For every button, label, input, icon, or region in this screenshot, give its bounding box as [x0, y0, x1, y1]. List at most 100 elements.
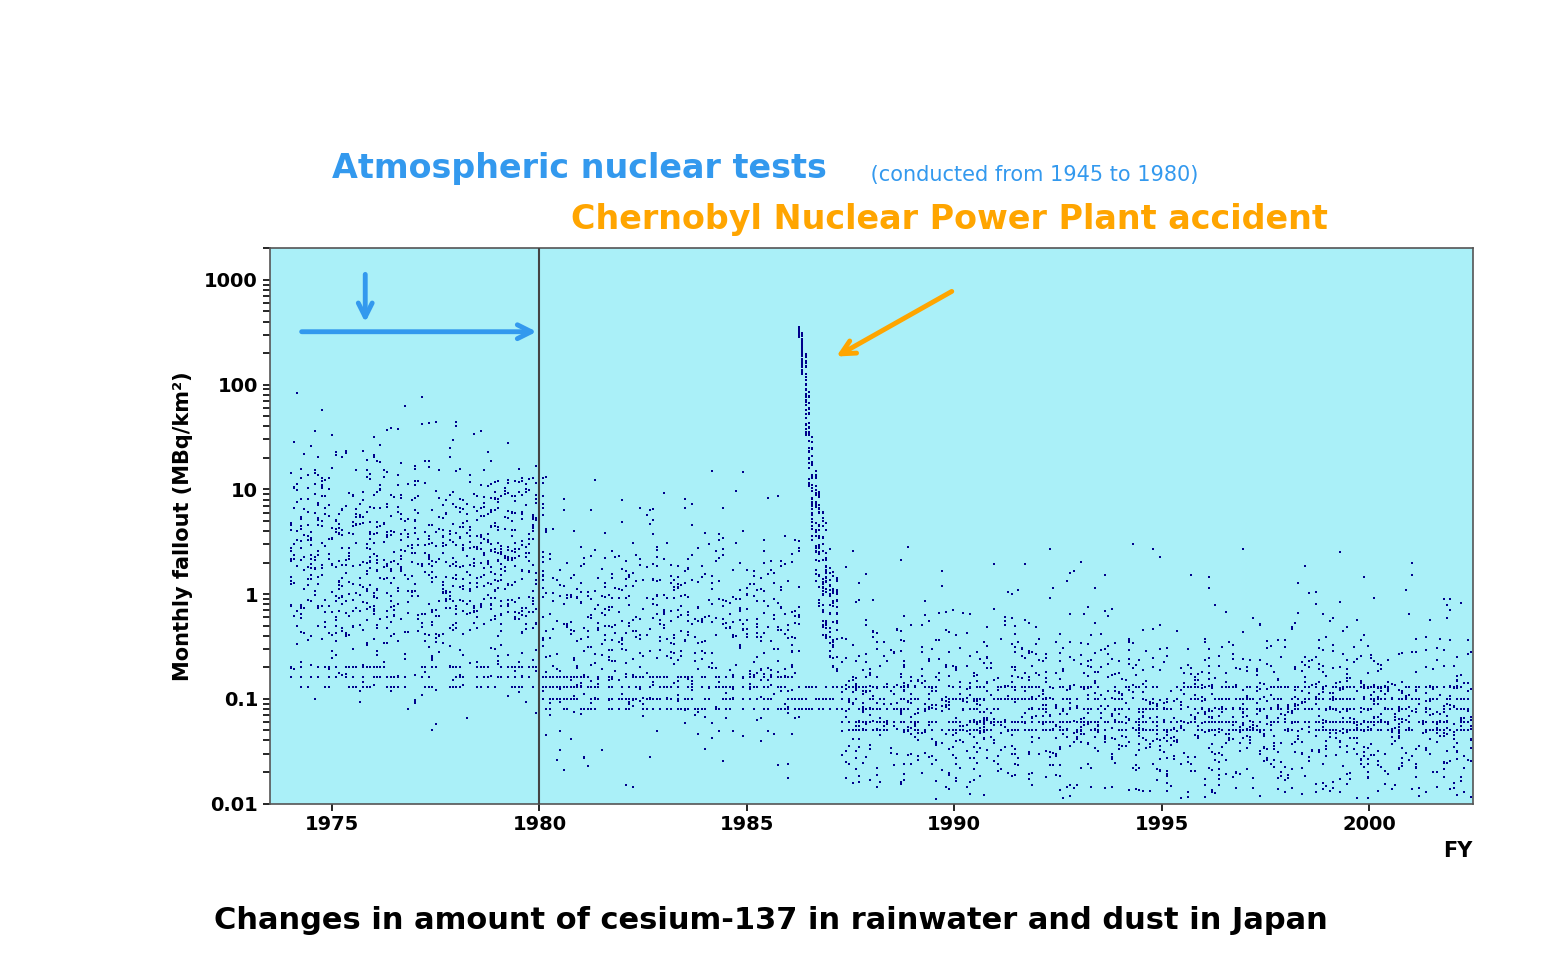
Point [1338, 770, 1363, 786]
Point [424, 626, 449, 642]
Point [625, 547, 649, 563]
Point [868, 728, 893, 743]
Point [1210, 691, 1235, 706]
Point [1342, 730, 1366, 746]
Point [524, 663, 549, 679]
Point [285, 618, 310, 634]
Point [947, 723, 971, 738]
Point [378, 554, 402, 570]
Point [419, 615, 444, 630]
Point [424, 608, 449, 623]
Point [497, 596, 521, 612]
Point [1103, 636, 1127, 652]
Point [638, 691, 663, 706]
Point [282, 434, 307, 450]
Point [589, 636, 614, 652]
Point [825, 585, 850, 601]
Point [830, 684, 854, 699]
Point [968, 714, 993, 730]
Point [347, 603, 372, 618]
Text: Atmospheric nuclear tests: Atmospheric nuclear tests [332, 152, 827, 185]
Point [1252, 739, 1277, 755]
Point [988, 714, 1013, 730]
Point [847, 739, 871, 755]
Point [927, 632, 951, 648]
Point [1169, 697, 1194, 713]
Point [1417, 612, 1442, 627]
Point [1406, 738, 1431, 754]
Point [1241, 611, 1266, 626]
Point [299, 556, 324, 572]
Point [803, 478, 828, 494]
Point [324, 613, 348, 628]
Point [1072, 665, 1096, 681]
Point [524, 616, 549, 631]
Point [919, 679, 944, 694]
Point [313, 506, 338, 522]
Point [882, 701, 907, 717]
Point [1055, 714, 1079, 730]
Point [893, 658, 917, 674]
Point [586, 616, 611, 631]
Point [1345, 718, 1369, 733]
Point [1099, 752, 1124, 768]
Point [327, 581, 352, 597]
Point [1175, 641, 1200, 656]
Point [794, 701, 819, 717]
Point [1058, 738, 1082, 754]
Point [430, 538, 455, 553]
Point [600, 671, 625, 687]
Point [600, 691, 625, 706]
Point [1445, 673, 1470, 689]
Point [993, 712, 1018, 728]
Point [631, 670, 655, 686]
Point [790, 338, 814, 354]
Point [572, 668, 597, 684]
Point [524, 659, 549, 675]
Point [569, 576, 594, 591]
Point [902, 691, 927, 706]
Point [575, 609, 600, 624]
Point [1334, 679, 1359, 694]
Point [378, 614, 402, 629]
Point [319, 557, 344, 573]
Point [752, 701, 777, 717]
Point [410, 558, 435, 574]
Point [355, 540, 379, 555]
Point [527, 670, 552, 686]
Point [689, 701, 714, 717]
Point [1459, 712, 1483, 728]
Point [752, 670, 777, 686]
Point [996, 723, 1021, 738]
Point [979, 723, 1004, 738]
Point [790, 340, 814, 356]
Point [558, 691, 583, 706]
Point [378, 508, 402, 524]
Point [1183, 714, 1207, 730]
Point [697, 691, 722, 706]
Point [1069, 727, 1093, 742]
Point [389, 533, 413, 548]
Point [402, 458, 427, 473]
Point [1420, 661, 1445, 677]
Point [452, 519, 476, 535]
Point [1172, 665, 1197, 681]
Point [1272, 707, 1297, 723]
Point [285, 495, 310, 510]
Point [1144, 714, 1169, 730]
Point [475, 679, 500, 694]
Point [938, 691, 962, 706]
Point [510, 534, 535, 549]
Point [1352, 691, 1377, 706]
Point [313, 679, 338, 694]
Point [569, 584, 594, 600]
Point [620, 565, 645, 581]
Point [1041, 722, 1066, 737]
Point [375, 422, 399, 437]
Point [641, 670, 666, 686]
Point [288, 552, 313, 568]
Point [1124, 758, 1149, 773]
Point [597, 672, 621, 688]
Point [572, 556, 597, 572]
Point [800, 532, 825, 547]
